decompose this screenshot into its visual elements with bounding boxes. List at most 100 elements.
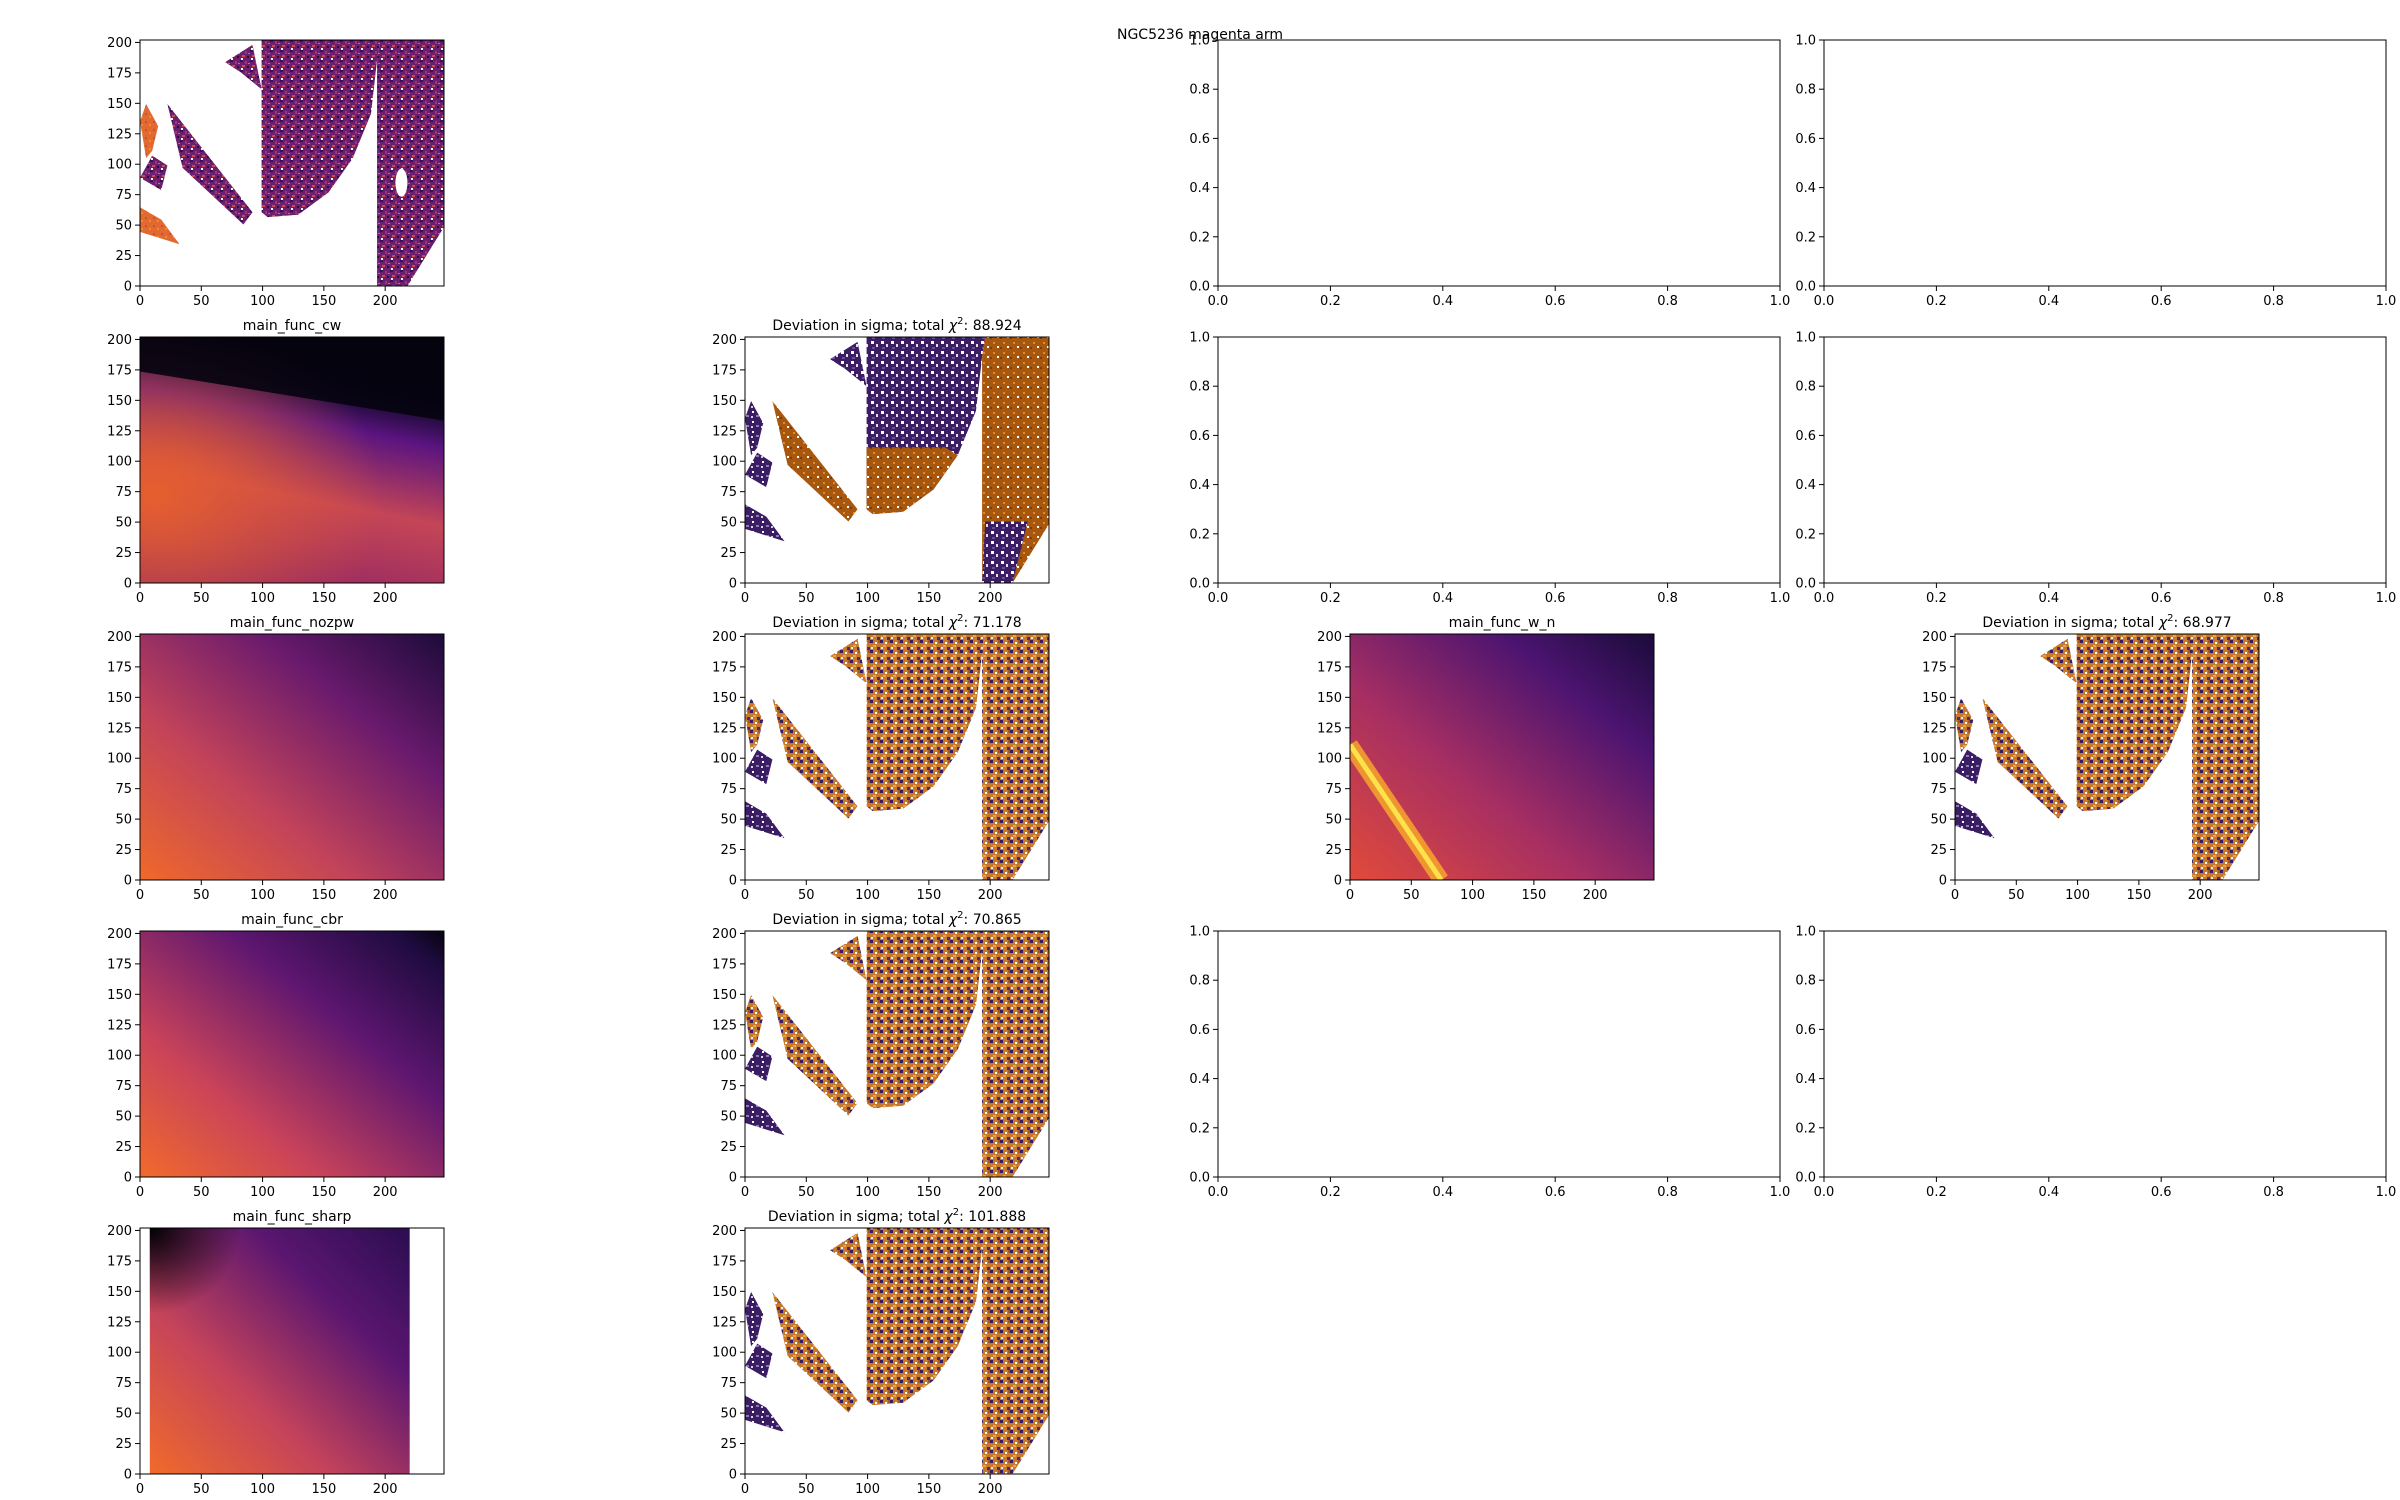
masked-region-smallTop [2040,638,2077,684]
x-tick-label: 0.8 [2263,294,2284,309]
masked-region-leftMid [745,1046,773,1082]
title-prefix: Deviation in sigma; total [772,912,949,928]
subplot-image [1955,634,2259,880]
y-tick-label: 200 [712,333,737,348]
masked-region-bigTri [1982,698,2068,819]
y-tick-label: 0.8 [1189,974,1210,989]
y-tick-label: 175 [107,66,132,81]
x-tick-label: 200 [978,1482,1003,1497]
y-tick-label: 0 [124,577,132,592]
x-tick-label: 0.6 [2151,294,2172,309]
y-tick-label: 50 [720,813,737,828]
x-tick-label: 200 [373,1185,398,1200]
masked-region-smallTop [225,44,262,90]
subplot-dev-w-n: 0 50 100 150 200 0 25 50 75 100 125 150 175 200 Deviat… [1922,613,2260,903]
x-tick-label: 200 [978,591,1003,606]
subplot-empty-r1c2: 0.0 0.2 0.4 0.6 0.8 1.0 0.0 0.2 0.4 0.6 0.8 1.0 [1189,331,1790,607]
x-tick-label: 50 [193,1185,210,1200]
y-tick-label: 50 [115,813,132,828]
y-tick-label: 125 [107,1315,132,1330]
y-tick-label: 0.6 [1189,1023,1210,1038]
x-tick-label: 100 [250,888,275,903]
deviation-band-lower [982,521,1028,583]
y-tick-label: 200 [712,630,737,645]
x-tick-label: 100 [855,888,880,903]
y-tick-label: 0 [124,1171,132,1186]
x-tick-label: 200 [373,591,398,606]
y-tick-label: 0.4 [1795,1072,1816,1087]
y-tick-label: 0.6 [1795,1023,1816,1038]
subplot-dev-sharp: 0 50 100 150 200 0 25 50 75 100 125 150 175 200 Deviat… [712,1207,1050,1497]
x-tick-label: 0 [1951,888,1959,903]
y-tick-label: 0.0 [1189,280,1210,295]
subplot-dev-cbr: 0 50 100 150 200 0 25 50 75 100 125 150 175 200 Deviat… [712,910,1050,1200]
masked-region-leftMid [745,452,773,488]
x-tick-label: 50 [798,888,815,903]
masked-region-bigTri [772,995,858,1116]
title-superscript: 2 [2167,613,2173,624]
masked-region-leftLow [1955,801,1995,839]
x-tick-label: 0.2 [1926,1185,1947,1200]
masked-region-center [2076,634,2196,812]
masked-region-smallTop [830,638,867,684]
x-tick-label: 0.2 [1320,591,1341,606]
x-tick-label: 1.0 [1770,1185,1791,1200]
subplot-empty-r3c2: 0.0 0.2 0.4 0.6 0.8 1.0 0.0 0.2 0.4 0.6 0.8 1.0 [1189,925,1790,1201]
y-tick-label: 125 [712,1315,737,1330]
axes-frame [1217,39,1781,287]
title-superscript: 2 [957,613,963,624]
y-tick-label: 175 [712,957,737,972]
x-tick-label: 50 [1403,888,1420,903]
masked-region-leftTop [1955,698,1974,753]
subplot-image [1350,634,1654,880]
y-tick-label: 25 [115,843,132,858]
subplot-data-map: 0 50 100 150 200 0 25 50 75 100 125 150 175 200 [107,36,445,309]
subplot-image [140,40,444,286]
subplot-model-nozpw: 0 50 100 150 200 0 25 50 75 100 125 150 175 200 main_f… [107,615,445,903]
y-tick-label: 175 [712,1254,737,1269]
x-tick-label: 0.4 [2038,591,2059,606]
x-tick-label: 0 [136,591,144,606]
y-tick-label: 100 [712,1049,737,1064]
y-tick-label: 0.2 [1795,230,1816,245]
subplot-image [149,1228,410,1474]
axes-frame [1823,336,2387,584]
y-tick-label: 100 [1922,752,1947,767]
y-tick-label: 25 [1930,843,1947,858]
masked-region-center [866,634,986,812]
y-tick-label: 25 [115,1140,132,1155]
y-tick-label: 1.0 [1795,925,1816,940]
x-tick-label: 0 [741,888,749,903]
masked-region-smallTop [830,935,867,981]
title-value: : 68.977 [2174,615,2232,631]
y-tick-label: 0.2 [1795,1121,1816,1136]
masked-region-leftTop [140,104,159,159]
subplot-empty-r1c3: 0.0 0.2 0.4 0.6 0.8 1.0 0.0 0.2 0.4 0.6 0.8 1.0 [1795,331,2396,607]
subplot-title: Deviation in sigma; total χ2: 101.888 [768,1207,1026,1225]
y-tick-label: 100 [712,752,737,767]
y-tick-label: 0 [1334,874,1342,889]
y-tick-label: 0.4 [1189,181,1210,196]
y-tick-label: 150 [1922,691,1947,706]
x-tick-label: 0.4 [1432,1185,1453,1200]
deviation-lower-region [866,447,958,515]
y-tick-label: 75 [720,1376,737,1391]
x-tick-label: 150 [311,1482,336,1497]
y-tick-label: 200 [712,927,737,942]
x-tick-label: 0 [136,1185,144,1200]
subplot-title: main_func_cw [243,318,342,334]
subplot-dev-nozpw: 0 50 100 150 200 0 25 50 75 100 125 150 175 200 Deviat… [712,613,1050,903]
title-superscript: 2 [957,910,963,921]
x-tick-label: 100 [250,1482,275,1497]
x-tick-label: 0 [741,1185,749,1200]
x-tick-label: 200 [373,1482,398,1497]
x-tick-label: 0.0 [1814,294,1835,309]
model-bright-core [1350,743,1444,880]
masked-region-rightBand [982,634,1049,880]
x-tick-label: 0.2 [1926,294,1947,309]
y-tick-label: 200 [107,36,132,51]
title-prefix: Deviation in sigma; total [772,318,949,334]
subplot-title: main_func_sharp [233,1209,352,1225]
